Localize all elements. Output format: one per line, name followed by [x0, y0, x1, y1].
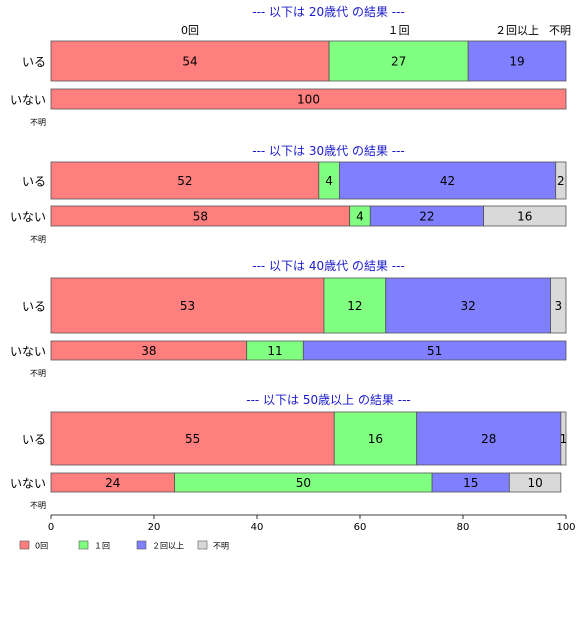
bar-value-label: 27 — [391, 55, 406, 69]
bar-segment — [508, 472, 562, 493]
legend-label: 0回 — [35, 542, 48, 551]
x-axis-tick-label: 100 — [556, 522, 575, 533]
bar-value-label: 58 — [193, 210, 208, 224]
bar-value-label: 1 — [560, 432, 568, 446]
panel-title: --- 以下は 30歳代 の結果 --- — [252, 144, 405, 158]
bar-segment — [50, 40, 330, 82]
bar-value-label: 55 — [185, 432, 200, 446]
legend-label: １回 — [94, 542, 110, 551]
category-header-label: ２回以上 — [495, 24, 539, 37]
bar-segment — [323, 277, 387, 334]
bar-segment — [302, 340, 567, 361]
bar-segment — [483, 205, 567, 227]
panel-title: --- 以下は 20歳代 の結果 --- — [252, 5, 405, 19]
row-label-small: 不明 — [30, 235, 46, 244]
panel-title: --- 以下は 50歳以上 の結果 --- — [246, 393, 411, 407]
legend-label: ２回以上 — [152, 542, 184, 551]
row-label: いない — [10, 477, 46, 491]
bar-value-label: 3 — [554, 299, 562, 313]
legend-swatch — [136, 540, 147, 550]
row-label: いない — [10, 93, 46, 107]
bar-segment — [328, 40, 469, 82]
legend-swatch — [78, 540, 89, 550]
bar-value-label: 4 — [325, 174, 333, 188]
bar-segment — [50, 88, 567, 110]
bar-value-label: 51 — [427, 344, 442, 358]
category-header-label: １回 — [388, 24, 410, 37]
bar-value-label: 53 — [180, 299, 195, 313]
bar-value-label: 54 — [182, 55, 197, 69]
bar-segment — [338, 161, 557, 200]
row-label: いる — [22, 300, 46, 314]
bar-value-label: 2 — [557, 174, 565, 188]
row-label: いる — [22, 175, 46, 189]
row-label-small: 不明 — [30, 369, 46, 378]
legend-swatch — [197, 540, 208, 550]
x-axis-tick-label: 60 — [354, 522, 367, 533]
bar-value-label: 4 — [356, 210, 364, 224]
bar-value-label: 16 — [368, 432, 383, 446]
legend-swatch — [19, 540, 30, 550]
bar-value-label: 16 — [517, 210, 532, 224]
bar-value-label: 38 — [141, 344, 156, 358]
bar-value-label: 19 — [509, 55, 524, 69]
row-label: いる — [22, 55, 46, 69]
bar-segment — [467, 40, 567, 82]
category-header-label: 不明 — [549, 24, 571, 37]
bar-segment — [50, 161, 320, 200]
x-axis-tick-label: 20 — [148, 522, 161, 533]
bar-value-label: 10 — [527, 476, 542, 490]
bar-value-label: 24 — [105, 476, 120, 490]
bar-value-label: 32 — [461, 299, 476, 313]
bar-value-label: 42 — [440, 174, 455, 188]
x-axis-tick-label: 40 — [251, 522, 264, 533]
bar-value-label: 12 — [347, 299, 362, 313]
bar-segment — [385, 277, 551, 334]
bar-segment — [50, 411, 335, 466]
row-label-small: 不明 — [30, 501, 46, 510]
x-axis-tick-label: 80 — [457, 522, 470, 533]
bar-value-label: 11 — [267, 344, 282, 358]
bar-value-label: 22 — [419, 210, 434, 224]
row-label: いない — [10, 345, 46, 359]
bar-value-label: 28 — [481, 432, 496, 446]
row-label-small: 不明 — [30, 118, 46, 127]
category-header-label: 0回 — [181, 24, 199, 37]
row-label: いる — [22, 433, 46, 447]
bar-value-label: 100 — [297, 93, 320, 107]
bar-segment — [550, 277, 567, 334]
x-axis-tick-label: 0 — [48, 522, 54, 533]
bar-value-label: 50 — [296, 476, 311, 490]
bar-segment — [416, 411, 562, 466]
bar-segment — [333, 411, 418, 466]
panel-title: --- 以下は 40歳代 の結果 --- — [252, 259, 405, 273]
legend-label: 不明 — [213, 542, 229, 551]
row-label: いない — [10, 210, 46, 224]
bar-value-label: 52 — [177, 174, 192, 188]
bar-segment — [560, 411, 567, 466]
bar-segment — [555, 161, 567, 200]
bar-value-label: 15 — [463, 476, 478, 490]
